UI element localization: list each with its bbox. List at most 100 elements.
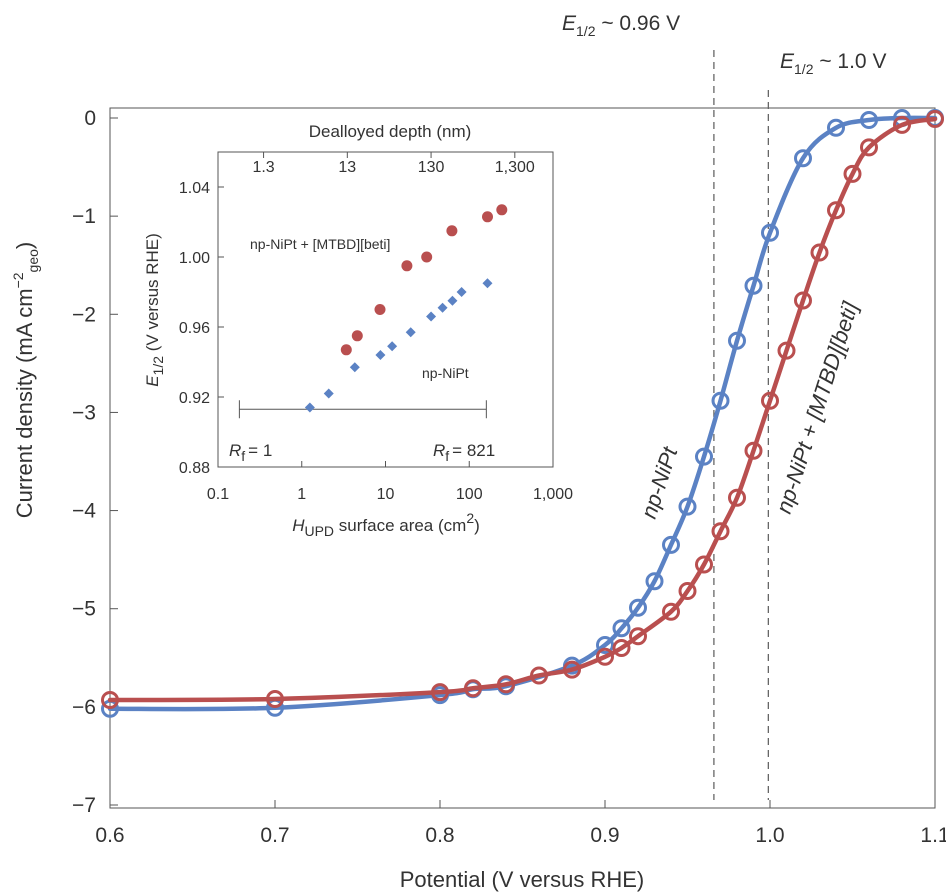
data-point-np-nipt-mtbd-beti	[744, 441, 763, 460]
inset-chart: Dealloyed depth (nm) 1.3 13 130 1,300 0.1 1 1…	[143, 122, 573, 539]
data-point-np-nipt-mtbd-beti	[860, 138, 878, 157]
ehalf-right-label: E1/2 ~ 1.0 V	[780, 50, 886, 77]
inset-x-tick-label: 0.1	[207, 486, 229, 503]
inset-point-np-nipt	[323, 388, 334, 399]
data-point-np-nipt-mtbd-beti	[678, 582, 697, 600]
main-y-tick-label: −2	[72, 303, 96, 326]
inset-point-np-nipt-mtbd-beti	[374, 304, 386, 315]
main-x-axis-title: Potential (V versus RHE)	[400, 867, 645, 892]
data-point-np-nipt	[827, 118, 845, 137]
inset-y-tick-label: 0.92	[179, 390, 210, 407]
main-y-axis-title: Current density (mA cm−2geo)	[10, 242, 41, 519]
data-point-np-nipt	[678, 497, 697, 516]
main-x-tick-label: 1.1	[920, 824, 946, 847]
inset-series-layer	[304, 204, 508, 413]
main-y-axis: 0 −1 −2 −3 −4 −5 −6 −7	[72, 107, 118, 817]
inset-top-tick-label: 1.3	[252, 159, 274, 176]
data-point-np-nipt-mtbd-beti	[612, 639, 631, 657]
inset-top-tick-label: 1,300	[495, 159, 535, 176]
inset-x-tick-label: 1,000	[533, 486, 573, 503]
data-point-np-nipt-mtbd-beti	[711, 522, 730, 541]
series-label-np-nipt-mtbd: np-NiPt + [MTBD][beti]	[771, 298, 863, 516]
data-point-np-nipt	[695, 447, 713, 466]
rf-range-bar	[238, 400, 487, 419]
inset-top-axis-title: Dealloyed depth (nm)	[309, 122, 472, 141]
data-point-np-nipt-mtbd-beti	[101, 691, 119, 709]
inset-label-np-nipt-mtbd: np-NiPt + [MTBD][beti]	[250, 236, 390, 252]
inset-top-axis: 1.3 13 130 1,300	[252, 152, 535, 176]
inset-x-tick-label: 1	[297, 486, 306, 503]
data-point-np-nipt	[711, 391, 730, 410]
data-point-np-nipt-mtbd-beti	[926, 110, 944, 128]
main-plot-frame	[109, 107, 936, 809]
inset-point-np-nipt	[447, 295, 458, 306]
main-y-tick-label: −6	[72, 696, 96, 719]
main-x-tick-label: 1.0	[755, 824, 784, 847]
data-point-np-nipt-mtbd-beti	[662, 602, 680, 621]
inset-point-np-nipt-mtbd-beti	[351, 330, 363, 342]
inset-y-tick-label: 0.96	[179, 320, 210, 337]
inset-point-np-nipt	[375, 350, 386, 360]
main-y-tick-label: −3	[72, 401, 96, 424]
inset-y-tick-label: 0.88	[179, 460, 210, 477]
inset-label-np-nipt: np-NiPt	[422, 365, 469, 381]
data-point-np-nipt-mtbd-beti	[777, 341, 796, 360]
inset-point-np-nipt	[482, 278, 493, 289]
series-label-np-nipt: np-NiPt	[636, 443, 683, 521]
series-line-np-nipt-mtbd-beti	[107, 116, 938, 703]
inset-x-axis: 0.1 1 10 100 1,000	[207, 461, 573, 503]
inset-point-np-nipt	[437, 302, 448, 313]
data-point-np-nipt-mtbd-beti	[464, 679, 482, 698]
data-point-np-nipt-mtbd-beti	[596, 647, 614, 666]
inset-top-tick-label: 13	[338, 159, 356, 176]
data-point-np-nipt	[744, 276, 763, 295]
data-point-np-nipt-mtbd-beti	[563, 660, 581, 679]
inset-point-np-nipt-mtbd-beti	[401, 260, 413, 272]
main-x-tick-label: 0.6	[95, 824, 124, 847]
data-point-np-nipt	[728, 331, 746, 350]
inset-point-np-nipt	[405, 327, 416, 338]
data-point-np-nipt-mtbd-beti	[530, 666, 548, 685]
data-point-np-nipt-mtbd-beti	[794, 291, 812, 310]
rf-left-label: Rf = 1	[229, 441, 272, 464]
inset-point-np-nipt	[426, 311, 437, 322]
inset-x-tick-label: 100	[456, 486, 483, 503]
data-point-np-nipt	[629, 598, 647, 617]
main-x-tick-label: 0.8	[425, 824, 454, 847]
data-point-np-nipt-mtbd-beti	[728, 488, 746, 507]
data-point-np-nipt-mtbd-beti	[827, 201, 845, 220]
inset-top-tick-label: 130	[418, 159, 445, 176]
data-point-np-nipt	[612, 619, 631, 638]
inset-point-np-nipt	[387, 341, 398, 352]
inset-point-np-nipt-mtbd-beti	[482, 211, 493, 223]
inset-y-tick-label: 1.04	[179, 180, 210, 197]
main-y-tick-label: −5	[72, 598, 96, 621]
data-point-np-nipt-mtbd-beti	[497, 675, 515, 694]
inset-y-tick-label: 1.00	[179, 250, 210, 267]
main-y-tick-label: 0	[84, 107, 96, 130]
data-point-np-nipt	[794, 149, 812, 168]
inset-x-tick-label: 10	[377, 486, 395, 503]
data-point-np-nipt-mtbd-beti	[810, 243, 829, 262]
data-point-np-nipt-mtbd-beti	[629, 627, 647, 646]
main-y-tick-label: −4	[72, 500, 96, 523]
data-point-np-nipt	[860, 111, 878, 129]
data-point-np-nipt-mtbd-beti	[761, 391, 779, 410]
inset-point-np-nipt	[456, 287, 467, 297]
main-x-tick-label: 0.9	[590, 824, 619, 847]
main-x-axis: 0.6 0.7 0.8 0.9 1.0 1.1	[95, 800, 946, 847]
inset-point-np-nipt-mtbd-beti	[446, 225, 458, 237]
inset-y-axis: 0.88 0.92 0.96 1.00 1.04	[179, 180, 224, 477]
data-point-np-nipt-mtbd-beti	[266, 690, 284, 708]
data-point-np-nipt-mtbd-beti	[843, 164, 862, 183]
data-point-np-nipt	[596, 636, 614, 654]
inset-y-axis-title: E1/2 (V versus RHE)	[143, 233, 166, 387]
inset-point-np-nipt-mtbd-beti	[496, 204, 508, 216]
data-point-np-nipt	[662, 535, 680, 554]
inset-point-np-nipt-mtbd-beti	[421, 251, 433, 263]
main-series-layer	[101, 109, 944, 718]
data-point-np-nipt-mtbd-beti	[695, 555, 713, 574]
rf-right-label: Rf = 821	[433, 441, 495, 464]
data-point-np-nipt-mtbd-beti	[893, 115, 911, 134]
